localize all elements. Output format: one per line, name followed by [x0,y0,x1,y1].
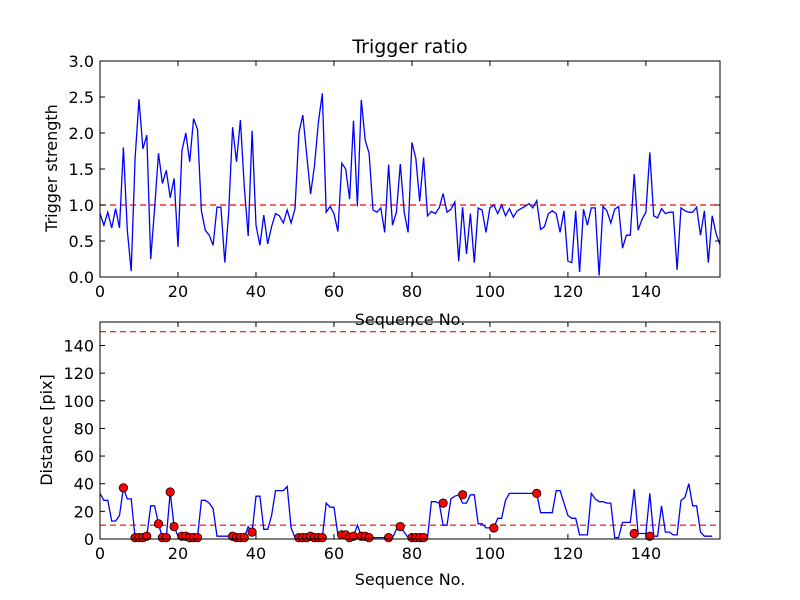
x-tick-label: 20 [168,544,188,563]
x-axis-label: Sequence No. [355,310,466,329]
x-tick-label: 80 [402,282,422,301]
trigger-point [438,498,448,508]
series-line [99,483,713,539]
y-tick-label: 3.0 [69,52,94,71]
y-tick-label: 2.0 [69,124,94,143]
x-tick-label: 0 [95,544,105,563]
chart-title: Trigger ratio [351,36,467,58]
y-tick-label: 2.5 [69,88,94,107]
trigger-point [458,490,468,500]
trigger-point [161,533,171,543]
trigger-point [153,519,164,529]
axes-frame [99,321,721,540]
y-tick-label: 80 [74,419,94,438]
y-tick-label: 120 [63,364,94,383]
y-tick-label: 20 [74,502,94,521]
y-tick-label: 0.0 [69,268,94,287]
trigger-point [383,533,394,543]
trigger-point [419,533,429,543]
trigger-point [247,527,257,537]
x-tick-label: 0 [95,282,105,301]
y-tick-label: 40 [74,475,94,494]
x-tick-label: 40 [246,544,266,563]
trigger-point [317,533,327,543]
y-tick-label: 100 [63,392,94,411]
x-tick-label: 40 [246,282,266,301]
x-tick-label: 20 [168,282,188,301]
x-tick-label: 140 [631,544,662,563]
series-line [99,93,721,276]
y-axis-label: Distance [pix] [37,374,56,486]
y-tick-label: 1.5 [69,160,94,179]
y-tick-label: 0.5 [69,232,94,251]
trigger-point [532,488,542,498]
trigger-ratio-plot-area: 0 20 40 60 80 100 120 140 0.0 0.5 1.0 1.5 2.0 2.5 3.0 [69,52,721,301]
x-tick-label: 80 [402,544,422,563]
x-tick-label: 120 [553,544,584,563]
y-tick-label: 1.0 [69,196,94,215]
y-axis-label: Trigger strength [42,104,61,233]
x-tick-label: 100 [475,544,506,563]
x-tick-label: 140 [631,282,662,301]
trigger-point [395,521,405,532]
trigger-point [169,521,179,532]
y-tick-label: 0 [84,530,94,549]
trigger-point [142,531,152,541]
x-tick-label: 60 [324,544,344,563]
x-axis-label: Sequence No. [355,570,466,589]
trigger-point [192,533,203,543]
x-tick-label: 60 [324,282,344,301]
y-tick-label: 140 [63,336,94,355]
trigger-point [489,523,499,533]
x-tick-label: 100 [475,282,506,301]
distance-plot-area: 0 20 40 60 80 100 120 140 0 20 40 60 80 100 120 140 [63,321,721,563]
x-tick-label: 120 [553,282,584,301]
trigger-point [165,487,175,497]
trigger-point [118,483,128,493]
trigger-point [239,533,249,543]
trigger-ratio-chart: Trigger ratio 0 20 40 60 80 100 120 140 0.0 0.5 1.… [42,36,721,329]
distance-chart: 0 20 40 60 80 100 120 140 0 20 40 60 80 100 120 140 Seq… [37,321,721,589]
y-tick-label: 60 [74,447,94,466]
trigger-point [364,533,374,543]
trigger-point [629,528,639,539]
